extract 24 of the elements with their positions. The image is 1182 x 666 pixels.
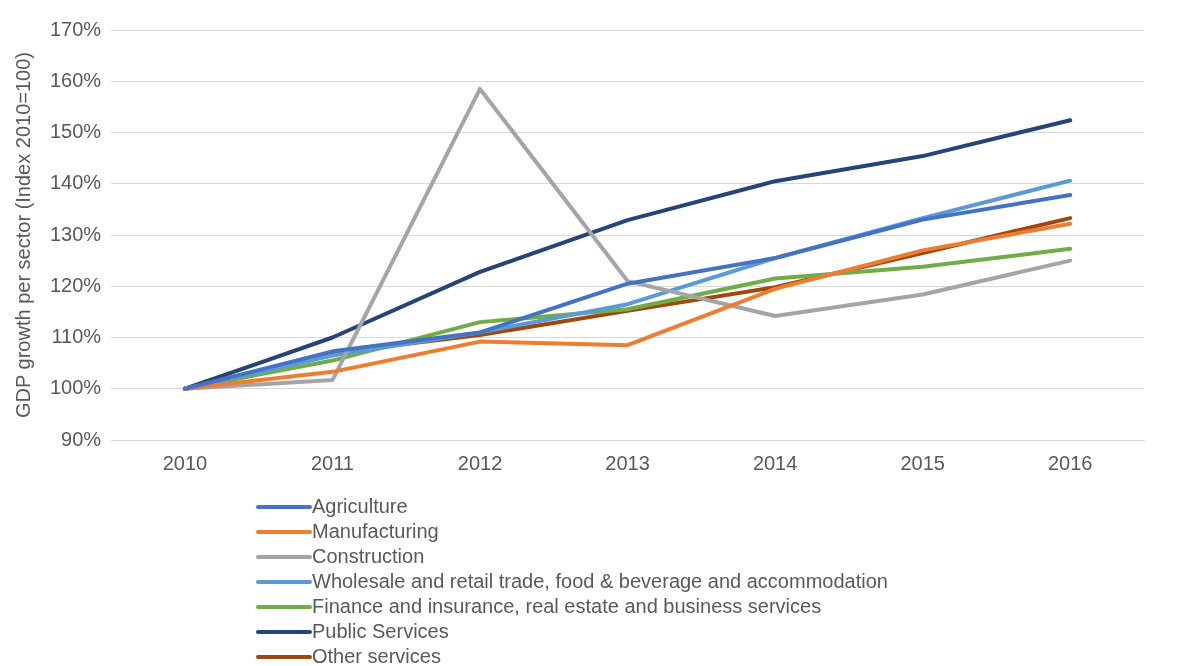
y-tick-label: 100%: [50, 376, 102, 399]
x-tick-label: 2014: [752, 451, 798, 474]
legend-label: Wholesale and retail trade, food & beverage and accommodation: [312, 570, 888, 593]
x-tick-label: 2016: [1047, 451, 1093, 474]
x-tick-label: 2011: [310, 451, 354, 474]
legend-label: Agriculture: [312, 495, 408, 518]
legend-label: Other services: [312, 645, 441, 666]
legend-label: Finance and insurance, real estate and business services: [312, 595, 822, 618]
legend-label: Construction: [312, 545, 425, 568]
y-tick-label: 160%: [50, 68, 102, 91]
y-tick-label: 140%: [50, 171, 102, 194]
x-tick-label: 2015: [900, 451, 945, 474]
x-tick-label: 2010: [162, 451, 208, 474]
legend-label: Manufacturing: [312, 520, 439, 543]
y-axis-title: GDP growth per sector (Index 2010=100): [11, 52, 34, 418]
y-tick-label: 150%: [50, 120, 102, 143]
legend-label: Public Services: [312, 620, 449, 643]
x-tick-label: 2012: [457, 451, 503, 474]
x-tick-label: 2013: [605, 451, 650, 474]
y-tick-label: 170%: [50, 17, 102, 40]
y-tick-label: 90%: [61, 427, 102, 450]
y-tick-label: 130%: [50, 222, 102, 245]
y-tick-label: 110%: [51, 325, 102, 348]
y-tick-label: 120%: [50, 273, 102, 296]
